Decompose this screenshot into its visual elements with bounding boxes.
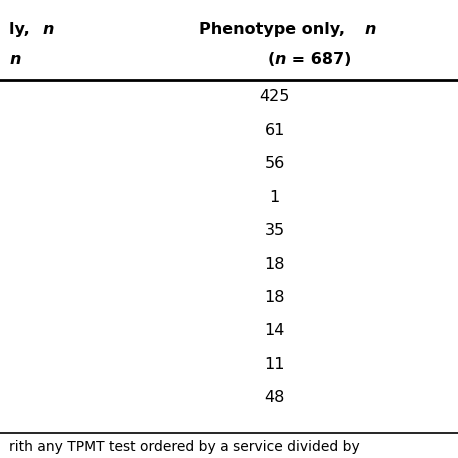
Text: n: n [275, 52, 286, 67]
Text: n: n [42, 22, 54, 37]
Text: 11: 11 [265, 357, 285, 372]
Text: 56: 56 [265, 156, 285, 171]
Text: 61: 61 [265, 123, 285, 138]
Text: 425: 425 [260, 89, 290, 104]
Text: (: ( [267, 52, 275, 67]
Text: Phenotype only,: Phenotype only, [199, 22, 351, 37]
Text: 48: 48 [265, 390, 285, 405]
Text: = 687): = 687) [286, 52, 352, 67]
Text: 14: 14 [265, 323, 285, 338]
Text: n: n [364, 22, 376, 37]
Text: 1: 1 [270, 190, 280, 205]
Text: rith any TPMT test ordered by a service divided by: rith any TPMT test ordered by a service … [9, 440, 360, 453]
Text: 35: 35 [265, 223, 285, 238]
Text: 18: 18 [265, 290, 285, 305]
Text: 18: 18 [265, 256, 285, 272]
Text: ly,: ly, [9, 22, 36, 37]
Text: n: n [9, 52, 21, 67]
